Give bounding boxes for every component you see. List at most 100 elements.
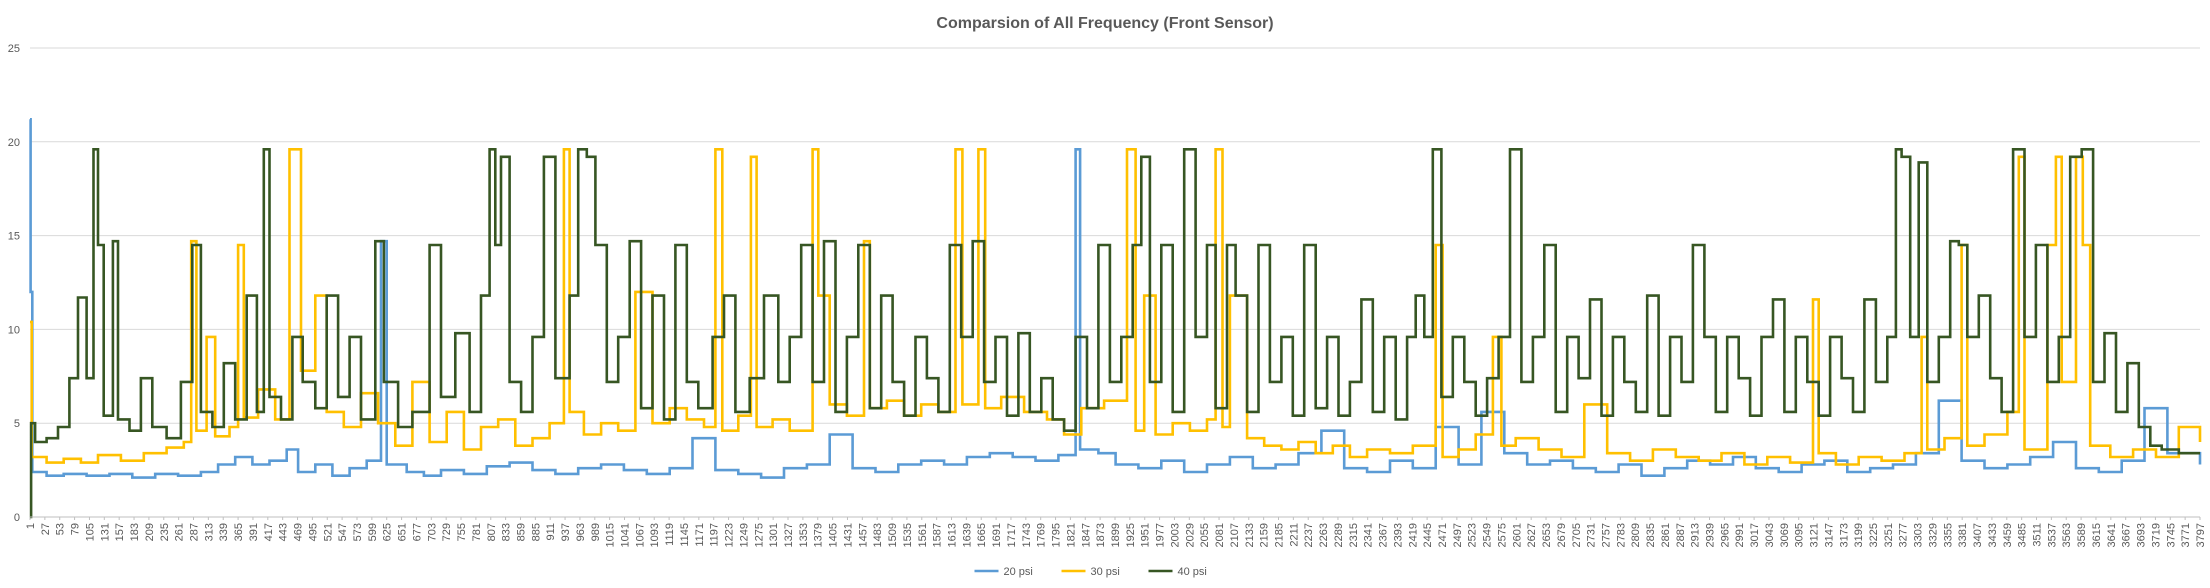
x-tick-label: 1457: [857, 523, 869, 547]
x-tick-label: 1223: [724, 523, 736, 547]
x-tick-label: 157: [114, 523, 126, 541]
x-tick-label: 1275: [753, 523, 765, 547]
x-tick-label: 287: [188, 523, 200, 541]
x-tick-label: 859: [515, 523, 527, 541]
x-tick-label: 1743: [1021, 523, 1033, 547]
x-tick-label: 2471: [1437, 523, 1449, 547]
x-tick-label: 2731: [1586, 523, 1598, 547]
gridlines: [30, 47, 2200, 424]
x-tick-label: 2081: [1214, 523, 1226, 547]
y-tick-label: 15: [8, 231, 20, 243]
x-tick-label: 2003: [1169, 523, 1181, 547]
x-tick-label: 781: [471, 523, 483, 541]
x-tick-label: 1041: [620, 523, 632, 547]
x-tick-label: 1847: [1080, 523, 1092, 547]
x-tick-label: 1925: [1125, 523, 1137, 547]
x-tick-label: 2055: [1199, 523, 1211, 547]
x-tick-label: 1327: [783, 523, 795, 547]
series-line-40-psi: [29, 148, 2200, 519]
x-tick-label: 2159: [1259, 523, 1271, 547]
x-tick-label: 3199: [1853, 523, 1865, 547]
x-tick-label: 1483: [872, 523, 884, 547]
y-axis-ticks: 0 5 10 15 20 25: [8, 43, 20, 524]
x-tick-label: 3173: [1838, 523, 1850, 547]
x-tick-label: 599: [367, 523, 379, 541]
x-tick-label: 2809: [1630, 523, 1642, 547]
x-tick-label: 833: [501, 523, 513, 541]
x-tick-label: 495: [307, 523, 319, 541]
x-axis-ticks: 1 27 53 79 105 131 157 183 209 235 261 287 313 339 365…: [25, 517, 2207, 547]
x-tick-label: 3277: [1898, 523, 1910, 547]
x-tick-label: 2991: [1734, 523, 1746, 547]
x-tick-label: 3407: [1972, 523, 1984, 547]
x-tick-label: 1691: [991, 523, 1003, 547]
x-tick-label: 105: [84, 523, 96, 541]
x-tick-label: 261: [174, 523, 186, 541]
x-tick-label: 2029: [1184, 523, 1196, 547]
x-tick-label: 3771: [2180, 523, 2192, 547]
x-tick-label: 3095: [1794, 523, 1806, 547]
x-tick-label: 79: [70, 523, 82, 535]
x-tick-label: 3589: [2076, 523, 2088, 547]
x-tick-label: 1873: [1095, 523, 1107, 547]
x-tick-label: 3121: [1809, 523, 1821, 547]
x-tick-label: 3017: [1749, 523, 1761, 547]
x-tick-label: 963: [575, 523, 587, 541]
x-tick-label: 339: [218, 523, 230, 541]
x-tick-label: 2939: [1705, 523, 1717, 547]
x-tick-label: 1353: [798, 523, 810, 547]
x-tick-label: 1613: [947, 523, 959, 547]
x-tick-label: 3225: [1868, 523, 1880, 547]
x-tick-label: 2367: [1378, 523, 1390, 547]
x-tick-label: 3303: [1913, 523, 1925, 547]
legend: 20 psi 30 psi 40 psi: [974, 566, 1207, 578]
x-tick-label: 3667: [2121, 523, 2133, 547]
x-tick-label: 1951: [1140, 523, 1152, 547]
x-tick-label: 2133: [1244, 523, 1256, 547]
x-tick-label: 625: [382, 523, 394, 541]
x-tick-label: 2523: [1467, 523, 1479, 547]
x-tick-label: 3485: [2017, 523, 2029, 547]
x-tick-label: 2263: [1318, 523, 1330, 547]
x-tick-label: 2783: [1615, 523, 1627, 547]
x-tick-label: 2419: [1407, 523, 1419, 547]
x-tick-label: 313: [203, 523, 215, 541]
x-tick-label: 1769: [1036, 523, 1048, 547]
x-tick-label: 1: [25, 523, 37, 529]
x-tick-label: 417: [263, 523, 275, 541]
x-tick-label: 2237: [1303, 523, 1315, 547]
x-tick-label: 3745: [2165, 523, 2177, 547]
x-tick-label: 1899: [1110, 523, 1122, 547]
x-tick-label: 2315: [1348, 523, 1360, 547]
x-tick-label: 1171: [694, 523, 706, 547]
x-tick-label: 183: [129, 523, 141, 541]
y-tick-label: 5: [14, 418, 20, 430]
y-tick-label: 0: [14, 512, 20, 524]
x-tick-label: 3719: [2150, 523, 2162, 547]
x-tick-label: 3329: [1927, 523, 1939, 547]
x-tick-label: 2601: [1511, 523, 1523, 547]
x-tick-label: 2211: [1288, 523, 1300, 547]
x-tick-label: 443: [278, 523, 290, 541]
x-tick-label: 1717: [1006, 523, 1018, 547]
x-tick-label: 2627: [1526, 523, 1538, 547]
x-tick-label: 2887: [1675, 523, 1687, 547]
series-line-20-psi: [29, 118, 2202, 479]
x-tick-label: 3797: [2195, 523, 2207, 547]
x-tick-label: 937: [560, 523, 572, 541]
x-tick-label: 27: [40, 523, 52, 535]
x-tick-label: 3511: [2032, 523, 2044, 547]
x-tick-label: 1821: [1065, 523, 1077, 547]
x-tick-label: 3459: [2002, 523, 2014, 547]
x-tick-label: 53: [55, 523, 67, 535]
x-tick-label: 1535: [902, 523, 914, 547]
x-tick-label: 1145: [679, 523, 691, 547]
x-tick-label: 521: [322, 523, 334, 541]
x-tick-label: 3147: [1823, 523, 1835, 547]
x-tick-label: 2757: [1600, 523, 1612, 547]
x-tick-label: 911: [545, 523, 557, 541]
x-tick-label: 1197: [709, 523, 721, 547]
y-tick-label: 10: [8, 324, 20, 336]
chart-title: Comparsion of All Frequency (Front Senso…: [936, 15, 1273, 32]
